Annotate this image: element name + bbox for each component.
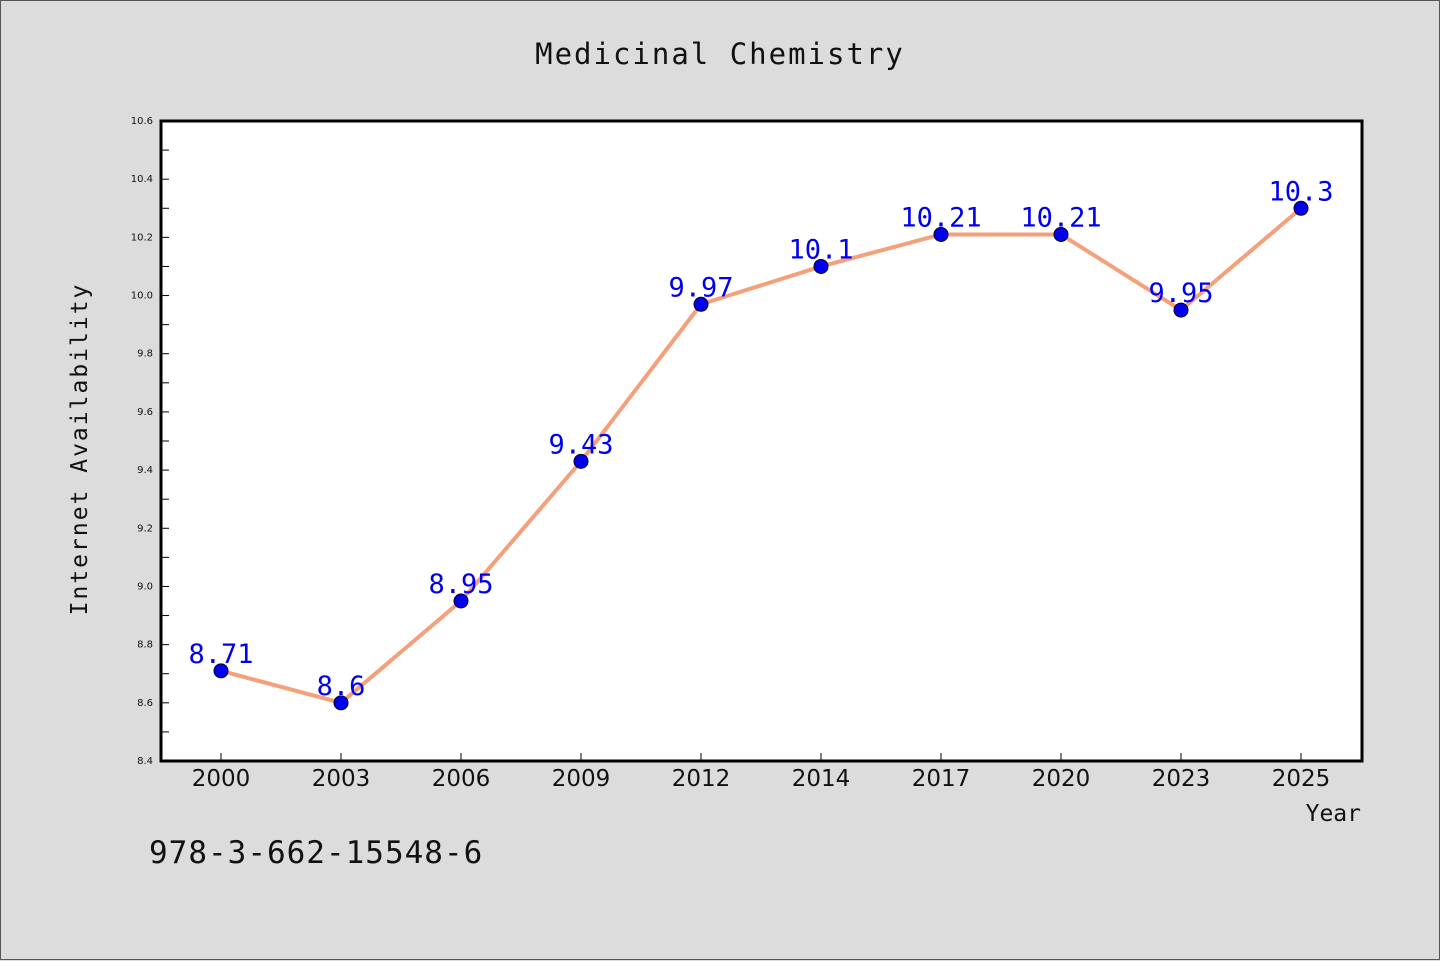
data-label: 9.95	[1148, 278, 1213, 309]
y-tick-label: 9.0	[137, 581, 153, 592]
data-label: 9.43	[548, 429, 613, 460]
data-labels: 8.71 8.6 8.95 9.43 9.97 10.1 10.21 10.21 9.95 10.…	[188, 176, 1333, 702]
data-label: 10.3	[1268, 176, 1333, 207]
y-tick-label: 10.2	[131, 232, 153, 243]
data-label: 10.1	[788, 234, 853, 265]
x-tick-label: 2020	[1032, 766, 1091, 792]
data-point-marker	[573, 453, 589, 469]
x-tick-label: 2000	[192, 766, 251, 792]
x-tick-label: 2003	[312, 766, 371, 792]
y-tick-label: 8.8	[137, 640, 153, 651]
data-point-marker	[453, 593, 469, 609]
data-point-marker	[333, 695, 349, 711]
x-axis-label: Year	[1306, 801, 1361, 827]
series-line	[220, 206, 1303, 705]
data-label: 10.21	[900, 202, 981, 233]
plot-area	[159, 119, 1364, 763]
y-tick-label: 10.0	[131, 291, 153, 302]
data-point-marker	[1173, 302, 1189, 318]
y-tick-label: 9.4	[137, 465, 153, 476]
data-markers	[213, 200, 1309, 711]
y-axis: 8.4 8.6 8.8 9.0 9.2 9.4 9.6 9.8 10.0 10.2 10.4 10.6	[131, 116, 169, 767]
y-tick-label: 9.6	[137, 407, 153, 418]
y-tick-label: 10.4	[131, 174, 153, 185]
data-point-marker	[1053, 226, 1069, 242]
isbn-annotation: 978-3-662-15548-6	[149, 835, 484, 871]
y-axis-label: Internet Availability	[67, 283, 93, 616]
x-tick-label: 2023	[1152, 766, 1211, 792]
data-label: 9.97	[668, 272, 733, 303]
data-point-marker	[933, 226, 949, 242]
x-tick-label: 2025	[1272, 766, 1331, 792]
data-label: 8.6	[317, 671, 366, 702]
data-point-marker	[693, 296, 709, 312]
data-point-marker	[213, 663, 229, 679]
x-tick-label: 2012	[672, 766, 731, 792]
data-label: 8.95	[428, 569, 493, 600]
x-axis: 2000 2003 2006 2009 2012 2014 2017 2020 2023 2025	[192, 753, 1331, 792]
data-point-marker	[1293, 200, 1309, 216]
data-label: 10.21	[1020, 202, 1101, 233]
data-point-marker	[813, 258, 829, 274]
x-tick-label: 2014	[792, 766, 851, 792]
y-tick-label: 10.6	[131, 116, 153, 127]
x-tick-label: 2006	[432, 766, 491, 792]
y-tick-label: 8.4	[137, 756, 153, 767]
data-label: 8.71	[188, 639, 253, 670]
y-tick-label: 9.8	[137, 349, 153, 360]
y-tick-label: 9.2	[137, 523, 153, 534]
x-tick-label: 2009	[552, 766, 611, 792]
y-tick-label: 8.6	[137, 698, 153, 709]
chart-title: Medicinal Chemistry	[535, 37, 905, 71]
x-tick-label: 2017	[912, 766, 971, 792]
